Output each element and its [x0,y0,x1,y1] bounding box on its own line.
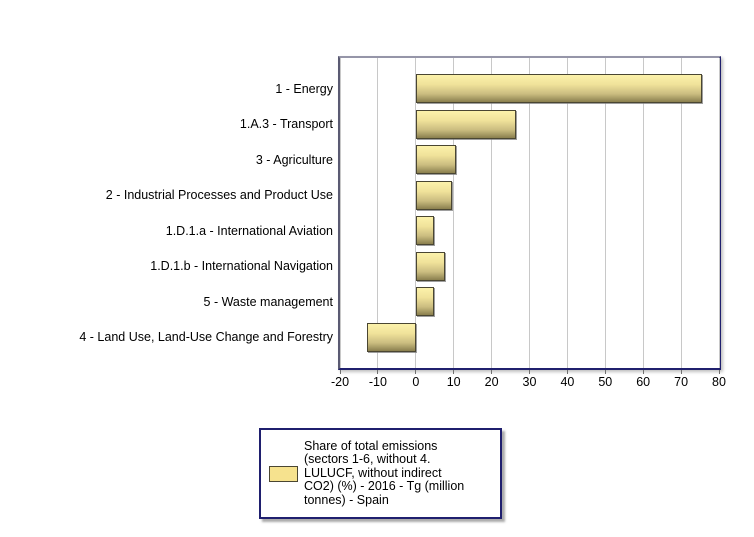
bar [415,109,517,139]
gridline [339,58,341,368]
gridline [415,58,417,368]
gridline [718,58,720,368]
category-label: 5 - Waste management [203,294,333,309]
x-tick-mark [339,370,341,374]
gridline [642,58,644,368]
bar [415,74,702,104]
x-tick-label: -10 [368,375,387,389]
legend-label-line: tonnes) - Spain [304,492,389,507]
x-tick-label: 20 [484,375,499,389]
category-label: 1.D.1.b - International Navigation [150,259,333,274]
x-tick-mark [680,370,682,374]
x-tick-label: 40 [560,375,575,389]
bar [415,287,434,317]
gridline [604,58,606,368]
x-tick-label: 70 [674,375,689,389]
x-tick-mark [415,370,417,374]
bar [415,145,457,175]
category-label: 1 - Energy [275,81,333,96]
plot-area [338,56,721,370]
bar [415,216,435,246]
bar [415,180,453,210]
category-label: 4 - Land Use, Land-Use Change and Forest… [79,330,333,345]
x-tick-mark [377,370,379,374]
x-tick-label: 10 [446,375,461,389]
bar [366,322,416,352]
legend-label-line: (sectors 1-6, without 4. [304,452,431,467]
legend-box: Share of total emissions (sectors 1-6, wi… [259,428,502,519]
x-tick-mark [642,370,644,374]
gridline [377,58,379,368]
category-label: 3 - Agriculture [255,152,333,167]
x-tick-mark [529,370,530,374]
category-label: 1.A.3 - Transport [239,117,333,132]
gridline [453,58,455,368]
x-tick-label: 0 [412,375,420,389]
x-tick-mark [566,370,568,374]
gridline [566,58,568,368]
x-tick-label: 50 [598,375,613,389]
legend-swatch-icon [269,465,298,482]
gridline [680,58,682,368]
gridline [491,58,493,368]
legend-label-line: Share of total emissions [304,438,438,453]
x-tick-mark [491,370,493,374]
category-label: 2 - Industrial Processes and Product Use [105,188,333,203]
x-tick-label: -20 [330,375,350,389]
x-tick-mark [604,370,606,374]
legend-label-line: LULUCF, without indirect [304,465,442,480]
x-tick-label: 30 [522,375,537,389]
x-tick-mark [453,370,455,374]
category-label: 1.D.1.a - International Aviation [165,223,333,238]
gridline [529,58,530,368]
bar [415,251,445,281]
legend-label-line: CO2) (%) - 2016 - Tg (million [304,479,465,494]
x-tick-label: 80 [712,375,726,389]
x-tick-label: 60 [636,375,651,389]
x-tick-mark [718,370,720,374]
legend-label: Share of total emissions (sectors 1-6, wi… [304,438,465,508]
